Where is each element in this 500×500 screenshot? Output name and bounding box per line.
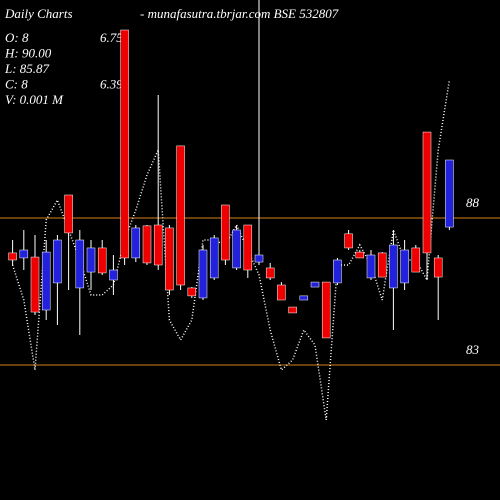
info-label: O: 8 xyxy=(5,30,29,45)
candle-body xyxy=(277,284,286,301)
candle-body xyxy=(445,159,454,228)
candle-body xyxy=(433,257,443,278)
candle-body xyxy=(299,295,309,301)
info-label: V: 0.001 M xyxy=(5,92,64,107)
candle-body xyxy=(310,281,320,288)
candle-body xyxy=(422,131,432,254)
candle-body xyxy=(86,247,96,273)
candle-body xyxy=(176,145,185,286)
candle-body xyxy=(355,251,365,259)
candle-body xyxy=(53,239,62,284)
candle-body xyxy=(254,254,264,263)
candle-body xyxy=(400,249,409,284)
candle-body xyxy=(41,251,51,311)
candle-body xyxy=(131,227,141,259)
candle-body xyxy=(198,249,208,299)
candle-body xyxy=(75,239,85,289)
y-tick-label: 88 xyxy=(466,195,480,210)
info-label: C: 8 xyxy=(5,77,28,92)
candle-body xyxy=(97,247,107,274)
candle-body xyxy=(109,269,118,281)
candle-body xyxy=(389,244,398,289)
y-tick-label: 83 xyxy=(466,342,480,357)
info-panel: O: 8 6.75 H: 90.00L: 85.87C: 8 6.39 V: 0.001… xyxy=(4,30,123,107)
candle-body xyxy=(142,225,152,264)
candle-body xyxy=(209,237,219,279)
dotted-line xyxy=(11,79,451,421)
candle-body xyxy=(153,224,163,266)
candle-body xyxy=(333,259,342,284)
candle-body xyxy=(64,194,73,234)
candle-body xyxy=(344,233,353,249)
candle-body xyxy=(165,227,174,291)
candle-body xyxy=(30,256,40,313)
candle-body xyxy=(288,306,297,314)
candle-body xyxy=(377,252,387,278)
candle-body xyxy=(265,267,275,279)
candle-body xyxy=(221,204,230,261)
candle-body xyxy=(411,247,421,273)
candle-body xyxy=(19,249,29,259)
info-extra: 6.75 xyxy=(100,30,123,45)
chart-subtitle: - munafasutra.tbrjar.com BSE 532807 xyxy=(140,6,339,21)
candle-body xyxy=(187,287,197,297)
info-label: L: 85.87 xyxy=(4,61,50,76)
candle-body xyxy=(8,252,17,261)
candle-body xyxy=(321,281,331,339)
candle-body xyxy=(232,229,241,269)
candle-body xyxy=(243,224,253,271)
info-label: H: 90.00 xyxy=(4,46,52,61)
info-extra: 6.39 xyxy=(100,77,123,92)
candle-body xyxy=(120,29,129,259)
candle-body xyxy=(366,254,376,279)
chart-title: Daily Charts xyxy=(4,6,73,21)
